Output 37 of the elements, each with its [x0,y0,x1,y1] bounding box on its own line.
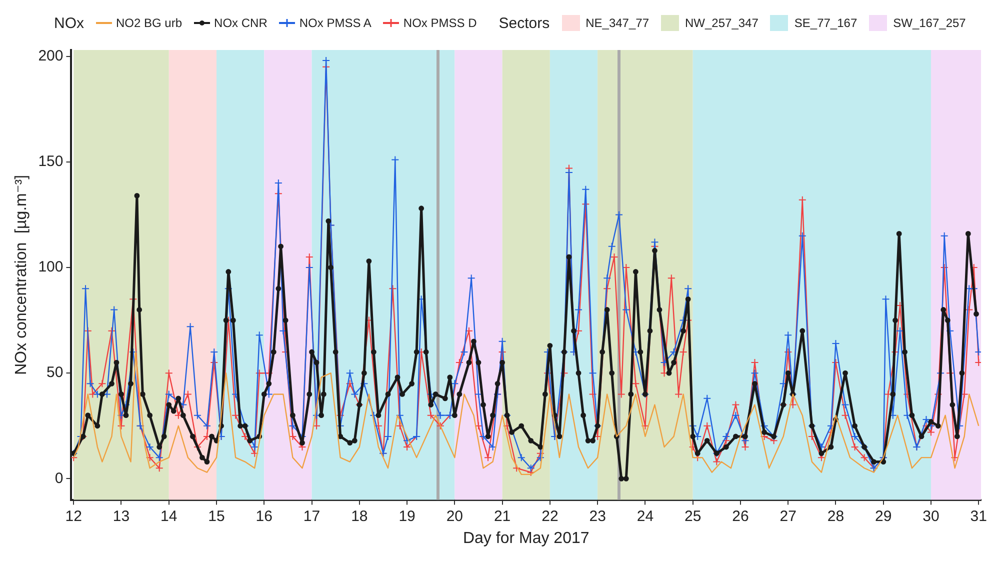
x-tick-label: 26 [732,508,749,525]
y-tick-label: 0 [54,470,64,487]
x-tick-label: 29 [875,508,892,525]
x-tick-label: 17 [303,508,320,525]
y-tick-label: 50 [46,364,64,382]
x-tick-label: 23 [589,508,606,525]
legend-title: NOx [54,14,84,32]
x-tick-label: 21 [494,508,511,525]
legend-label: NOx CNR [214,16,268,30]
x-tick-label: 12 [65,508,82,525]
y-tick-label: 200 [38,47,64,64]
x-tick-label: 28 [827,508,844,525]
legend-label: SW_167_257 [893,16,966,30]
x-axis-title: Day for May 2017 [462,530,590,547]
x-tick-label: 30 [922,508,940,525]
x-tick-label: 19 [398,508,416,525]
text: Sectors [498,14,550,32]
y-tick-label: 150 [38,153,64,170]
x-tick-label: 27 [780,508,796,525]
legend-label: SE_77_167 [794,16,858,30]
x-tick-label: 22 [542,508,558,525]
x-tick-label: 15 [208,508,225,525]
x-tick-label: 24 [636,508,654,525]
y-axis-title: NOx concentration [µg.m⁻³] [13,174,30,375]
legend-label: NE_347_77 [586,16,649,30]
legend-label: NW_257_347 [685,16,758,30]
legend-label: NOx PMSS A [299,16,372,30]
x-tick-label: 14 [160,508,178,525]
y-tick-label: 100 [38,258,64,276]
x-tick-label: 25 [684,508,702,525]
x-tick-label: 18 [351,508,368,525]
x-tick-label: 16 [256,508,272,525]
legend-label: NO2 BG urb [116,16,182,30]
legend-label: NOx PMSS D [403,16,477,30]
x-tick-label: 20 [446,508,464,525]
x-tick-label: 13 [112,508,130,525]
x-tick-label: 31 [970,508,987,525]
